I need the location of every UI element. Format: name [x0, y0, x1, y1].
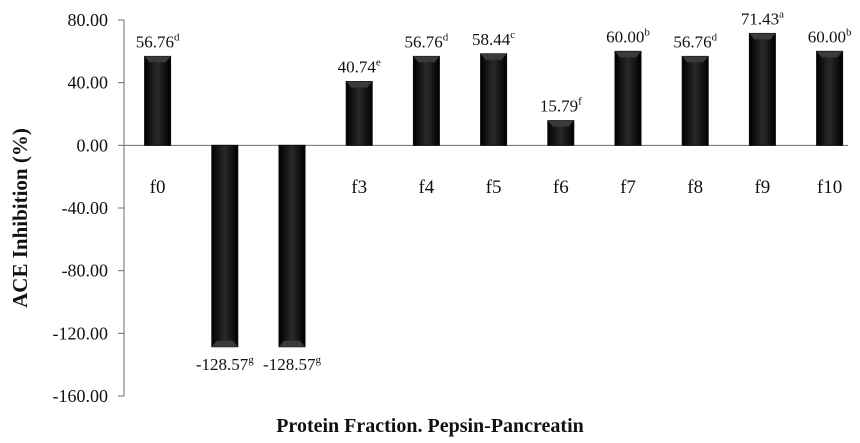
- x-category-label-f7: f7: [620, 177, 636, 198]
- data-label-value: 40.74: [338, 58, 377, 77]
- significance-letter: c: [510, 29, 515, 41]
- data-label-f6: 15.79f: [540, 96, 582, 116]
- bar-cap-f10: [816, 51, 843, 58]
- bar-cap-f1: [211, 340, 238, 347]
- data-label-f1: -128.57g: [196, 354, 254, 374]
- data-label-f8: 56.76d: [673, 31, 717, 51]
- data-label-f10: 60.00b: [808, 26, 852, 46]
- bar-cap-f4: [413, 56, 440, 63]
- x-category-label-f0: f0: [150, 177, 166, 198]
- data-label-value: 15.79: [540, 97, 578, 116]
- y-tick-label: -40.00: [62, 198, 109, 218]
- y-axis-title: ACE Inhibition (%): [8, 128, 32, 308]
- bar-cap-f5: [480, 53, 507, 60]
- data-label-f9: 71.43a: [741, 8, 784, 28]
- x-category-label-f8: f8: [687, 177, 703, 198]
- x-category-label-f3: f3: [351, 177, 367, 198]
- x-category-label-f6: f6: [553, 177, 569, 198]
- data-label-f7: 60.00b: [606, 26, 650, 46]
- data-label-value: -128.57: [263, 355, 316, 374]
- significance-letter: d: [443, 31, 449, 43]
- y-tick-label: 40.00: [68, 73, 109, 93]
- significance-letter: f: [578, 96, 582, 108]
- bar-cap-f8: [682, 56, 709, 63]
- bar-f0: [144, 55, 172, 146]
- significance-letter: e: [376, 57, 381, 69]
- bar-f10: [816, 50, 844, 146]
- bar-cap-f2: [279, 340, 305, 347]
- bar-f2: [278, 144, 306, 348]
- bar-f5: [480, 53, 508, 146]
- y-tick-label: -120.00: [53, 323, 109, 343]
- data-label-f2: -128.57g: [263, 354, 321, 374]
- data-label-f4: 56.76d: [405, 31, 449, 51]
- bar-cap-f0: [144, 56, 171, 63]
- bar-f8: [681, 55, 709, 146]
- y-tick-label: -160.00: [53, 386, 109, 406]
- data-label-value: 56.76: [673, 32, 711, 51]
- significance-letter: b: [846, 26, 852, 38]
- data-label-value: 71.43: [741, 9, 779, 28]
- data-label-value: 60.00: [606, 27, 644, 46]
- x-category-label-f10: f10: [817, 177, 842, 198]
- significance-letter: g: [315, 354, 321, 366]
- data-label-value: 60.00: [808, 27, 846, 46]
- category-labels: f0 f3 f4 f5 f6 f7 f8 f9 f10: [150, 177, 843, 198]
- significance-letter: a: [779, 8, 784, 20]
- x-axis-title: Protein Fraction. Pepsin-Pancreatin: [276, 415, 584, 437]
- bar-cap-f3: [346, 81, 373, 88]
- bar-f1: [211, 144, 239, 348]
- x-category-label-f4: f4: [418, 177, 434, 198]
- significance-letter: d: [712, 31, 718, 43]
- bar-cap-f9: [749, 33, 776, 40]
- bar-cap-f6: [547, 120, 574, 127]
- data-label-value: 56.76: [136, 32, 174, 51]
- y-axis: 80.00 40.00 0.00 -40.00 -80.00 -120.00 -160.00: [53, 10, 848, 406]
- data-label-value: 58.44: [472, 30, 511, 49]
- data-label-f3: 40.74e: [338, 57, 381, 77]
- significance-letter: b: [644, 26, 650, 38]
- x-category-label-f9: f9: [754, 177, 770, 198]
- data-label-value: -128.57: [196, 355, 249, 374]
- significance-letter: d: [174, 31, 180, 43]
- bar-f7: [614, 50, 642, 146]
- data-label-value: 56.76: [405, 32, 443, 51]
- data-label-f0: 56.76d: [136, 31, 180, 51]
- y-tick-label: 80.00: [68, 10, 109, 30]
- significance-letter: g: [248, 354, 254, 366]
- y-tick-label: -80.00: [62, 261, 109, 281]
- x-category-label-f5: f5: [486, 177, 502, 198]
- bar-f9: [748, 32, 776, 146]
- data-label-f5: 58.44c: [472, 29, 515, 49]
- bar-cap-f7: [615, 51, 641, 58]
- bars: [144, 32, 844, 348]
- y-tick-label: 0.00: [77, 135, 109, 155]
- bar-f3: [345, 81, 373, 146]
- bar-f4: [412, 55, 440, 146]
